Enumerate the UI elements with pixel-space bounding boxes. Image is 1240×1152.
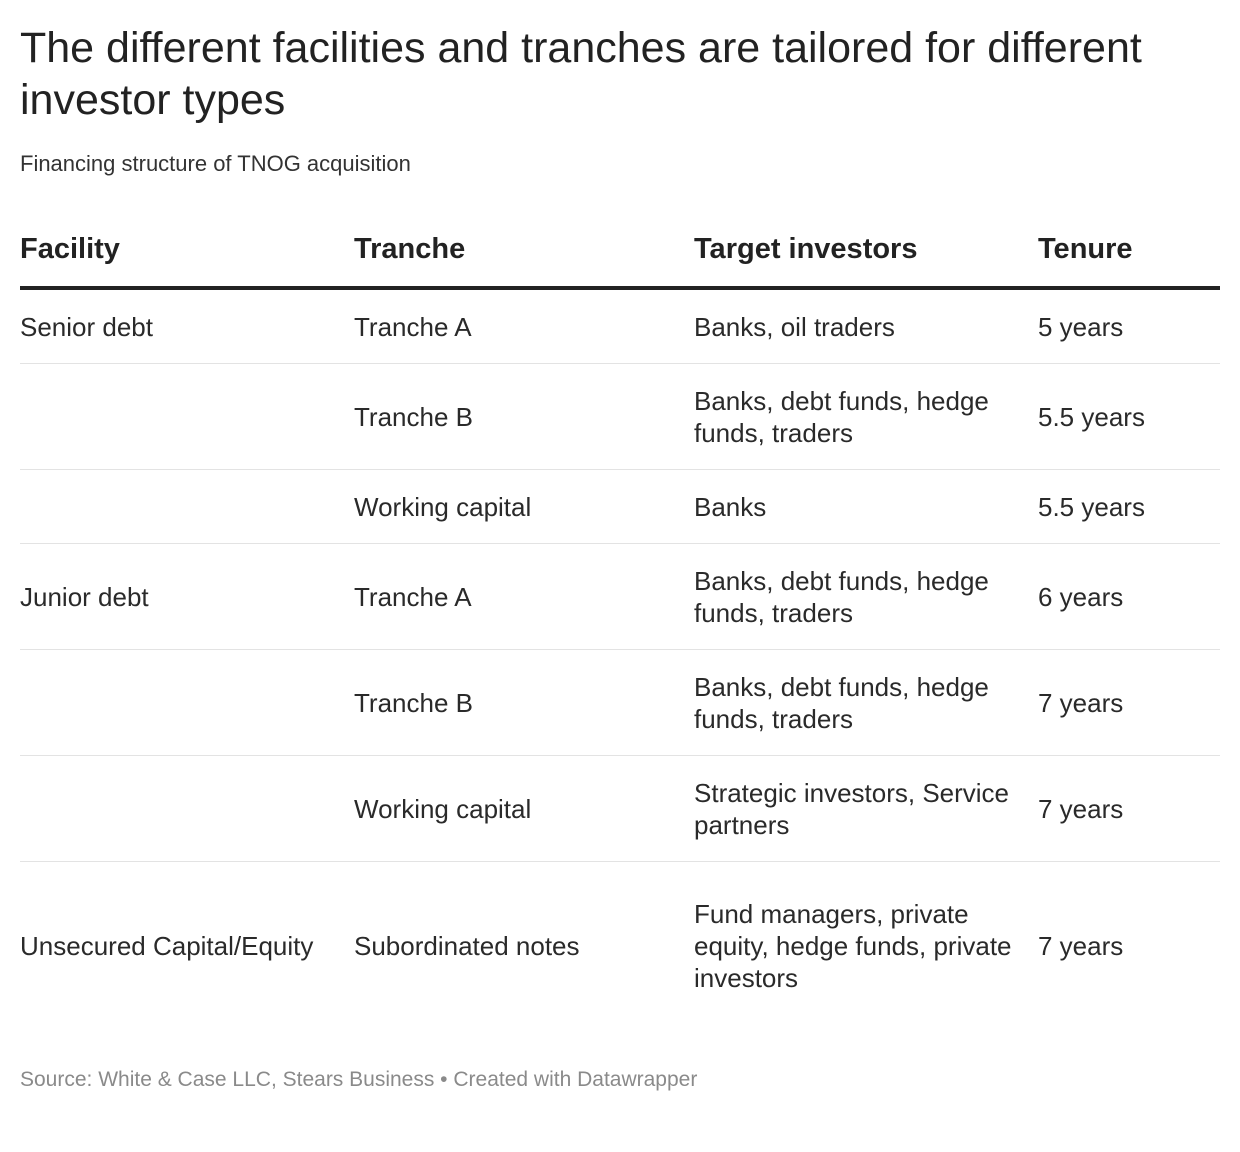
- table-row: Tranche B Banks, debt funds, hedge funds…: [20, 649, 1220, 756]
- cell-tranche: Working capital: [354, 755, 694, 862]
- cell-investors: Fund managers, private equity, hedge fun…: [694, 862, 1038, 1031]
- cell-tenure: 5.5 years: [1038, 469, 1220, 544]
- table-row: Senior debt Tranche A Banks, oil traders…: [20, 288, 1220, 364]
- investors-text: Banks, debt funds, hedge funds, traders: [694, 385, 989, 448]
- cell-investors: Banks, oil traders: [694, 288, 1038, 364]
- cell-tenure: 7 years: [1038, 755, 1220, 862]
- cell-facility: [20, 363, 354, 470]
- table-header-row: Facility Tranche Target investors Tenure: [20, 212, 1220, 290]
- column-header-facility[interactable]: Facility: [20, 212, 354, 290]
- cell-investors: Banks, debt funds, hedge funds, traders: [694, 649, 1038, 756]
- table-row: Junior debt Tranche A Banks, debt funds,…: [20, 543, 1220, 650]
- chart-title: The different facilities and tranches ar…: [20, 24, 1142, 124]
- chart-subtitle: Financing structure of TNOG acquisition: [20, 151, 411, 176]
- investors-text: Banks, debt funds, hedge funds, traders: [694, 565, 989, 628]
- cell-investors: Banks, debt funds, hedge funds, traders: [694, 363, 1038, 470]
- table-row: Tranche B Banks, debt funds, hedge funds…: [20, 363, 1220, 470]
- financing-table: Facility Tranche Target investors Tenure…: [20, 212, 1220, 1030]
- investors-text: Banks, oil traders: [694, 311, 895, 342]
- cell-facility: Senior debt: [20, 288, 354, 364]
- cell-tranche: Tranche A: [354, 543, 694, 650]
- cell-tranche: Tranche B: [354, 649, 694, 756]
- investors-text: Strategic investors, Service partners: [694, 777, 1010, 840]
- cell-tranche: Tranche A: [354, 288, 694, 364]
- cell-facility: [20, 755, 354, 862]
- cell-tranche: Tranche B: [354, 363, 694, 470]
- cell-investors: Banks, debt funds, hedge funds, traders: [694, 543, 1038, 650]
- column-header-tenure[interactable]: Tenure: [1038, 212, 1220, 290]
- table-row: Working capital Banks 5.5 years: [20, 469, 1220, 544]
- investors-text: Fund managers, private equity, hedge fun…: [694, 899, 1012, 993]
- cell-tenure: 7 years: [1038, 649, 1220, 756]
- facility-text: Unsecured Capital/Equity: [20, 931, 314, 961]
- table-row: Unsecured Capital/Equity Subordinated no…: [20, 862, 1220, 1031]
- cell-tenure: 7 years: [1038, 931, 1124, 961]
- cell-tranche: Working capital: [354, 469, 694, 544]
- investors-text: Banks: [694, 491, 767, 522]
- cell-tranche: Subordinated notes: [354, 931, 580, 961]
- cell-tenure: 6 years: [1038, 543, 1220, 650]
- investors-text: Banks, debt funds, hedge funds, traders: [694, 671, 989, 734]
- cell-tenure: 5 years: [1038, 288, 1220, 364]
- cell-facility: [20, 469, 354, 544]
- cell-investors: Banks: [694, 469, 1038, 544]
- column-header-tranche[interactable]: Tranche: [354, 212, 694, 290]
- cell-facility: [20, 649, 354, 756]
- cell-facility: Unsecured Capital/Equity: [20, 862, 354, 1031]
- cell-tenure: 5.5 years: [1038, 363, 1220, 470]
- cell-facility: Junior debt: [20, 543, 354, 650]
- source-note: Source: White & Case LLC, Stears Busines…: [20, 1068, 698, 1091]
- table-row: Working capital Strategic investors, Ser…: [20, 755, 1220, 862]
- cell-investors: Strategic investors, Service partners: [694, 755, 1038, 862]
- column-header-target-investors[interactable]: Target investors: [694, 212, 1038, 290]
